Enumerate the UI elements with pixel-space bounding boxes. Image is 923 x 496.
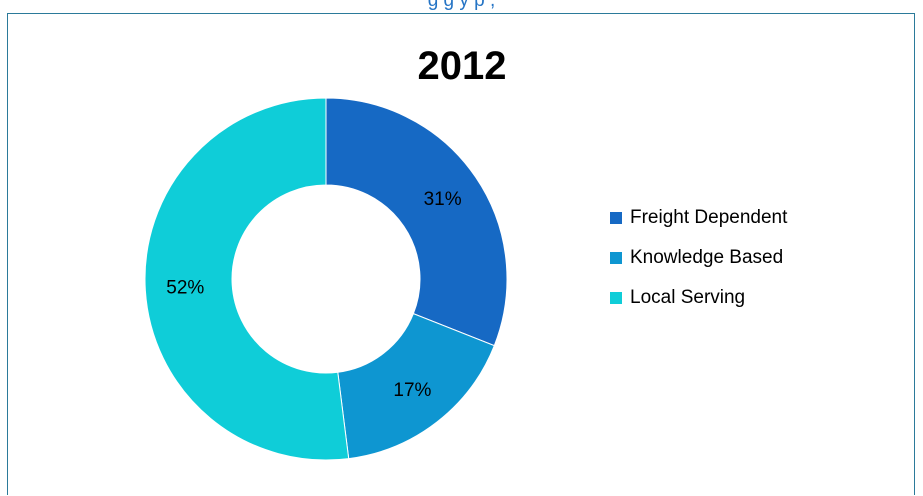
legend-item-knowledge-based: Knowledge Based — [610, 238, 787, 278]
slice-local-serving — [144, 97, 350, 461]
slice-label-local-serving: 52% — [166, 277, 204, 298]
chart-frame: 2012 31% 17% 52% Freight Dependent Knowled… — [7, 13, 915, 495]
legend: Freight Dependent Knowledge Based Local … — [610, 198, 787, 318]
slice-knowledge-based — [337, 312, 495, 460]
slice-freight-dependent — [325, 97, 508, 347]
chart-title: 2012 — [417, 44, 507, 88]
legend-label-freight-dependent: Freight Dependent — [630, 207, 788, 228]
donut-chart: 31% 17% 52% — [144, 97, 508, 461]
legend-label-local-serving: Local Serving — [630, 287, 746, 308]
legend-swatch-knowledge-based — [610, 252, 622, 264]
slice-label-knowledge-based: 17% — [393, 380, 431, 401]
legend-swatch-freight-dependent — [610, 212, 622, 224]
clipped-header-text: g g y p , — [427, 0, 496, 11]
legend-item-local-serving: Local Serving — [610, 278, 787, 318]
legend-swatch-local-serving — [610, 292, 622, 304]
legend-label-knowledge-based: Knowledge Based — [630, 247, 784, 268]
legend-item-freight-dependent: Freight Dependent — [610, 198, 787, 238]
slice-label-freight-dependent: 31% — [424, 189, 462, 210]
